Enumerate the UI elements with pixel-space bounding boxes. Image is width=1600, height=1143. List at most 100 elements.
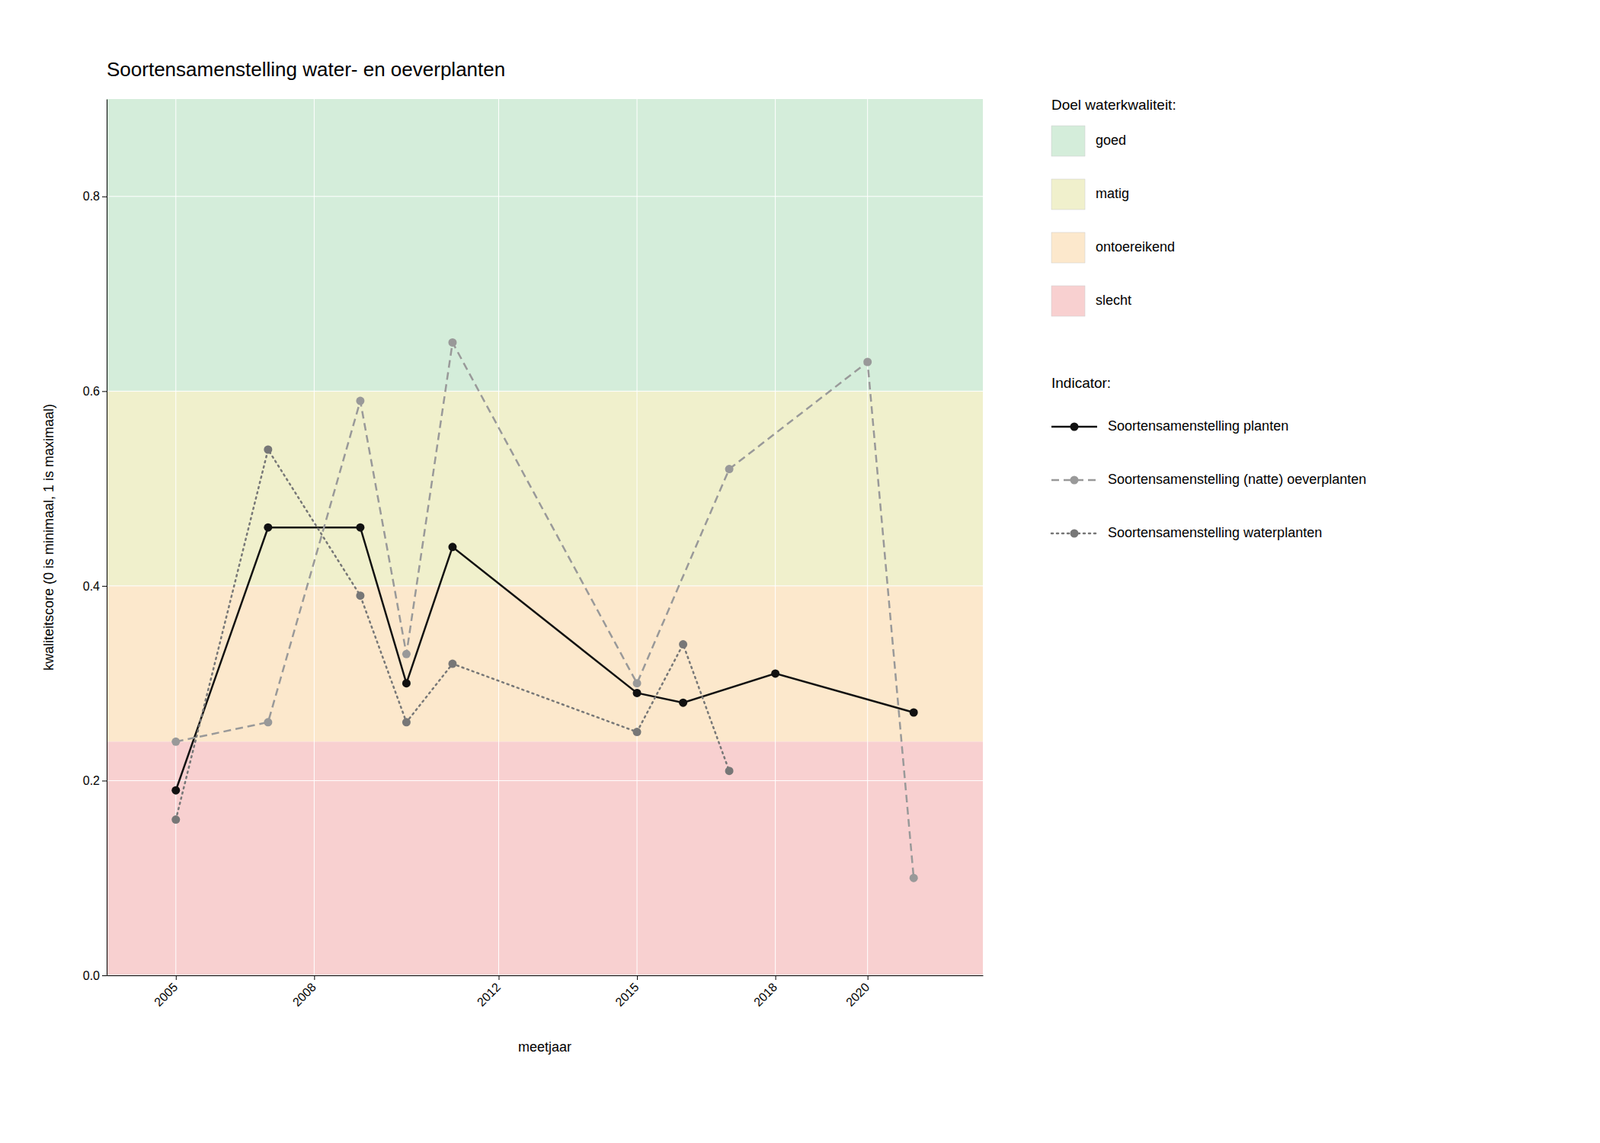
grid-line: [106, 780, 983, 781]
grid-line: [106, 585, 983, 586]
tick-label: 0.4: [83, 579, 100, 593]
series-point: [863, 358, 872, 367]
tick: 0.4: [83, 579, 107, 593]
tick: 0.8: [83, 189, 107, 203]
legend-label: Soortensamenstelling waterplanten: [1107, 524, 1322, 541]
series-point: [171, 815, 180, 824]
tick: 2020: [843, 975, 872, 1009]
series-point: [263, 445, 272, 455]
legend-label: Soortensamenstelling planten: [1107, 418, 1289, 434]
grid-line: [106, 195, 983, 197]
series-point: [771, 668, 780, 678]
legend-label: slecht: [1095, 292, 1132, 308]
x-axis: 2005 2008 2012 2015 2018 2020: [107, 975, 984, 1009]
legend-swatch: [1051, 179, 1085, 210]
series-point: [909, 708, 919, 717]
tick: 0.0: [83, 969, 107, 983]
tick: 2018: [751, 975, 780, 1009]
axis-line: [106, 99, 108, 976]
legend-label: matig: [1095, 185, 1130, 202]
grid-line: [313, 99, 315, 976]
band: [106, 741, 983, 976]
series-point: [448, 542, 457, 551]
grid-line: [106, 390, 983, 392]
series-point: [402, 649, 411, 659]
axis-line: [107, 975, 984, 976]
grid-line: [867, 99, 868, 976]
series-line: [176, 342, 914, 878]
legend-swatch: [1051, 232, 1085, 263]
grid: [106, 99, 983, 976]
tick-label: 0.6: [83, 384, 100, 398]
tick-label: 0.2: [83, 774, 100, 788]
y-axis: 0.0 0.2 0.4 0.6 0.8: [83, 99, 108, 983]
chart: 2005 2008 2012 2015 2018 2020 0.0 0.2 0.4 0.6 0.8 S…: [0, 0, 1600, 1143]
grid-line: [106, 975, 983, 976]
series-point: [355, 523, 365, 532]
tick-mark: [176, 975, 177, 980]
tick: 2015: [612, 975, 641, 1009]
series-point: [171, 737, 180, 746]
tick: 2012: [474, 975, 503, 1009]
tick-mark: [102, 585, 107, 587]
series-point: [909, 873, 919, 883]
band: [106, 99, 983, 391]
grid-line: [774, 99, 776, 976]
series-line: [176, 449, 730, 820]
tick-mark: [102, 975, 107, 976]
tick-mark: [102, 780, 107, 781]
title: Soortensamenstelling water- en oeverplan…: [106, 57, 506, 81]
series-point: [448, 659, 457, 669]
tick-label: 2008: [290, 980, 319, 1009]
series-point: [633, 688, 642, 698]
series-point: [402, 678, 411, 688]
series-point: [633, 678, 642, 688]
tick-mark: [498, 975, 500, 980]
x-axis-title: meetjaar: [518, 1039, 572, 1055]
series-point: [355, 591, 365, 600]
grid-line: [636, 99, 638, 976]
tick: 0.2: [83, 774, 107, 788]
tick-mark: [102, 196, 107, 198]
legend-title: Doel waterkwaliteit:: [1051, 96, 1177, 113]
tick-label: 2020: [843, 980, 872, 1009]
grid-line: [175, 99, 176, 976]
tick-label: 2012: [474, 980, 503, 1009]
legend: Doel waterkwaliteit: goed matig ontoereiken…: [1051, 96, 1367, 541]
tick-label: 2005: [151, 980, 180, 1009]
legend-marker: [1070, 476, 1079, 485]
legend-marker: [1070, 529, 1079, 538]
legend-swatch: [1051, 125, 1085, 157]
tick: 2008: [290, 975, 319, 1009]
series-point: [171, 786, 180, 795]
tick-mark: [313, 975, 315, 980]
tick-label: 0.0: [83, 969, 100, 983]
series-point: [263, 523, 272, 532]
series-point: [678, 698, 688, 708]
series-point: [263, 717, 272, 727]
tick: 0.6: [83, 384, 107, 398]
legend-title: Indicator:: [1051, 374, 1111, 391]
tick-mark: [636, 975, 638, 980]
series-point: [402, 717, 411, 727]
band: [106, 390, 983, 586]
legend-swatch: [1051, 285, 1085, 317]
tick-label: 0.8: [83, 189, 100, 203]
tick-mark: [102, 390, 107, 392]
legend-label: ontoereikend: [1095, 239, 1175, 255]
series-point: [355, 396, 365, 406]
series-point: [448, 338, 457, 347]
series-point: [725, 464, 734, 474]
legend-label: goed: [1095, 132, 1127, 148]
tick-mark: [867, 975, 869, 980]
tick-mark: [775, 975, 777, 980]
y-axis-title: kwaliteitscore (0 is minimaal, 1 is maxi…: [41, 403, 57, 671]
legend-marker: [1070, 422, 1079, 432]
plot-area: [106, 99, 983, 976]
tick-label: 2015: [612, 980, 641, 1009]
series-point: [633, 727, 642, 736]
grid-line: [498, 99, 500, 976]
tick: 2005: [151, 975, 180, 1009]
band: [106, 585, 983, 742]
legend-label: Soortensamenstelling (natte) oeverplante…: [1107, 471, 1367, 487]
